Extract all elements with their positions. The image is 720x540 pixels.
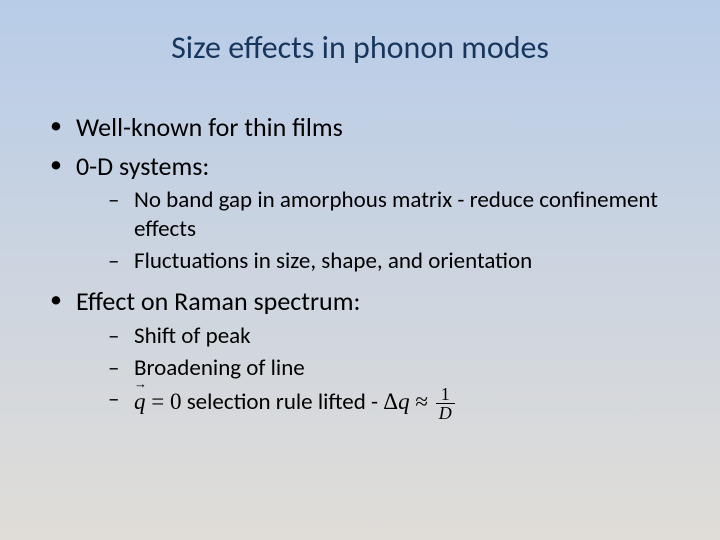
bullet-text: 0-D systems: [76, 150, 209, 182]
sub-bullet: Broadening of line [76, 354, 680, 383]
sub-bullet-formula: q = 0 selection rule lifted - Δq ≈ 1D [76, 385, 680, 422]
bullet-text: Effect on Raman spectrum: [76, 285, 360, 317]
frac-den: D [436, 404, 455, 422]
sub-bullet-text: Shift of peak [134, 322, 251, 350]
sub-list: No band gap in amorphous matrix - reduce… [76, 186, 680, 275]
formula-q0: q = 0 [134, 389, 181, 414]
sub-bullet: Fluctuations in size, shape, and orienta… [76, 247, 680, 276]
slide-title: Size effects in phonon modes [40, 28, 680, 67]
formula-mid-text: selection rule lifted - [187, 388, 384, 416]
sub-bullet: Shift of peak [76, 322, 680, 351]
formula-dq: Δq ≈ 1D [383, 389, 456, 414]
bullet-list: Well-known for thin films 0-D systems: N… [40, 111, 680, 422]
sub-bullet: No band gap in amorphous matrix - reduce… [76, 186, 680, 244]
slide: Size effects in phonon modes Well-known … [0, 0, 720, 540]
bullet-thin-films: Well-known for thin films [40, 111, 680, 144]
bullet-raman: Effect on Raman spectrum: Shift of peak … [40, 285, 680, 422]
frac-num: 1 [436, 385, 455, 404]
bullet-text: Well-known for thin films [76, 111, 343, 143]
sub-bullet-text: Broadening of line [134, 354, 305, 382]
bullet-0d-systems: 0-D systems: No band gap in amorphous ma… [40, 150, 680, 276]
sub-bullet-text: No band gap in amorphous matrix - reduce… [134, 186, 658, 243]
sub-bullet-text: Fluctuations in size, shape, and orienta… [134, 247, 532, 275]
sub-list: Shift of peak Broadening of line q = 0 s… [76, 322, 680, 423]
